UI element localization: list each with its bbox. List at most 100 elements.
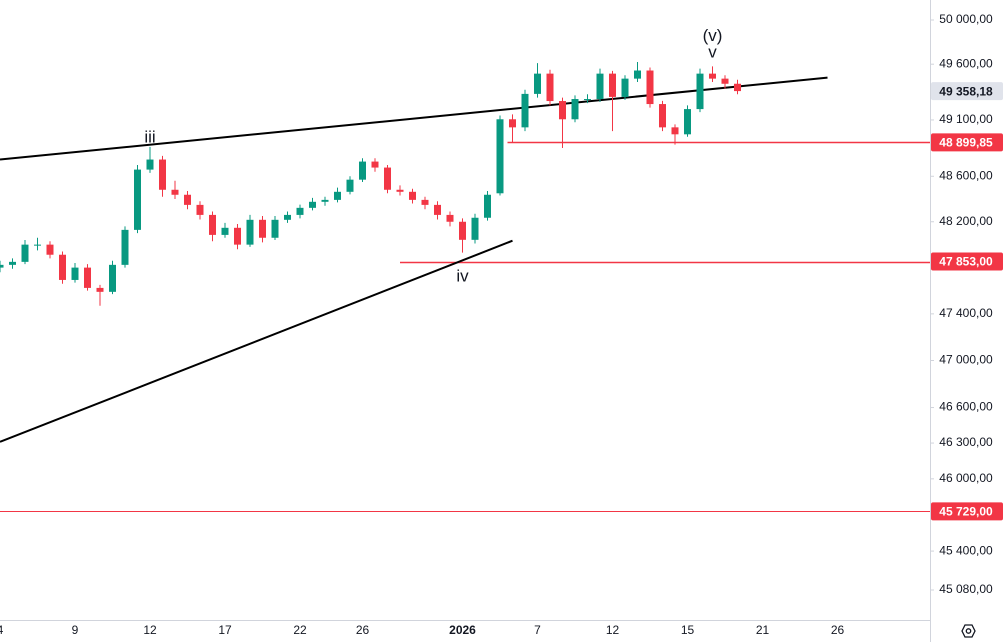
x-tick-label: 2026 (449, 623, 476, 637)
candle-body (309, 201, 316, 208)
candle-body (471, 217, 479, 240)
wave-label: iv (456, 266, 469, 285)
candle-body (46, 244, 54, 255)
plot (0, 61, 930, 512)
candle-body (734, 83, 741, 92)
candle-body (21, 244, 29, 262)
candle-body (396, 189, 404, 192)
price-label-box (931, 252, 1003, 271)
candle-body (259, 219, 266, 238)
last-price-label: 49 358,18 (939, 84, 993, 98)
y-tick-label: 47 400,00 (939, 306, 993, 320)
candle-body (684, 109, 691, 135)
x-tick-label: 17 (218, 623, 232, 637)
candle-body (84, 267, 91, 288)
candle-body (134, 169, 141, 230)
x-tick-label: 9 (72, 623, 79, 637)
x-tick-label: 15 (681, 623, 695, 637)
y-tick-label: 46 000,00 (939, 471, 993, 485)
candle-body (171, 189, 179, 195)
y-tick-label: 45 080,00 (939, 582, 993, 596)
candle-body (459, 221, 466, 240)
candle-body (509, 119, 516, 128)
price-label: 47 853,00 (939, 255, 993, 269)
candle-body (246, 219, 254, 245)
candle-body (234, 227, 241, 245)
price-label: 45 729,00 (939, 505, 993, 519)
candle-body (271, 219, 279, 238)
x-tick-label: 7 (534, 623, 541, 637)
candle-body (146, 159, 154, 170)
candle-body (534, 73, 541, 94)
candle-body (284, 214, 291, 220)
settings-icon[interactable] (961, 624, 976, 638)
wave-label: iii (144, 127, 155, 146)
candle-body (196, 204, 204, 215)
candle-body (371, 161, 379, 168)
candle-body (709, 73, 716, 79)
candle-body (659, 104, 666, 128)
candle-body (321, 199, 329, 202)
y-tick-label: 45 400,00 (939, 543, 993, 557)
candle-body (646, 70, 654, 105)
last-price-box (931, 82, 1003, 101)
candle-body (0, 264, 4, 268)
wave-label: (v) (703, 26, 723, 45)
candle-body (346, 179, 354, 192)
candle-body (546, 73, 554, 102)
y-tick-label: 47 000,00 (939, 353, 993, 367)
candle-body (209, 214, 216, 235)
candle-body (559, 101, 566, 120)
candle-body (446, 214, 454, 222)
candle-body (434, 204, 441, 215)
candle-body (634, 70, 641, 79)
trendline (0, 76, 828, 161)
x-tick-label: 4 (0, 623, 4, 637)
price-label: 48 899,85 (939, 136, 993, 150)
candle-body (584, 99, 591, 101)
candle-body (71, 267, 79, 280)
candle-body (334, 191, 341, 200)
y-tick-label: 46 300,00 (939, 435, 993, 449)
candle-body (296, 207, 304, 215)
y-tick-label: 48 200,00 (939, 214, 993, 228)
y-tick-label: 46 600,00 (939, 400, 993, 414)
candle-body (409, 191, 416, 200)
x-tick-label: 21 (756, 623, 770, 637)
x-tick-label: 12 (143, 623, 157, 637)
x-tick-label: 26 (831, 623, 845, 637)
candle-body (384, 167, 391, 190)
x-tick-label: 22 (293, 623, 307, 637)
candle-body (109, 264, 116, 292)
candle-body (596, 73, 604, 100)
candle-body (696, 73, 704, 110)
y-tick-label: 50 000,00 (939, 12, 993, 26)
y-tick-label: 49 600,00 (939, 56, 993, 70)
candle-body (59, 254, 66, 280)
candle-body (671, 127, 679, 135)
candle-body (609, 73, 616, 97)
candle-body (621, 78, 629, 97)
candle-body (9, 261, 16, 265)
x-tick-label: 12 (606, 623, 620, 637)
candle-body (184, 194, 191, 205)
candle-body (496, 119, 504, 194)
wave-label: v (708, 43, 717, 62)
x-tick-label: 26 (356, 623, 370, 637)
y-tick-label: 49 100,00 (939, 112, 993, 126)
trendline (0, 239, 513, 443)
candle-body (484, 194, 491, 218)
candle-body (221, 227, 229, 235)
candle-body (34, 244, 41, 246)
candle-body (721, 78, 729, 84)
candle-body (521, 93, 529, 128)
price-label-box (931, 502, 1003, 521)
candle-body (571, 99, 579, 120)
candle-body (96, 287, 104, 292)
candle-body (159, 159, 166, 190)
y-tick-label: 48 600,00 (939, 168, 993, 182)
price-label-box (931, 133, 1003, 152)
candle-body (421, 199, 429, 205)
